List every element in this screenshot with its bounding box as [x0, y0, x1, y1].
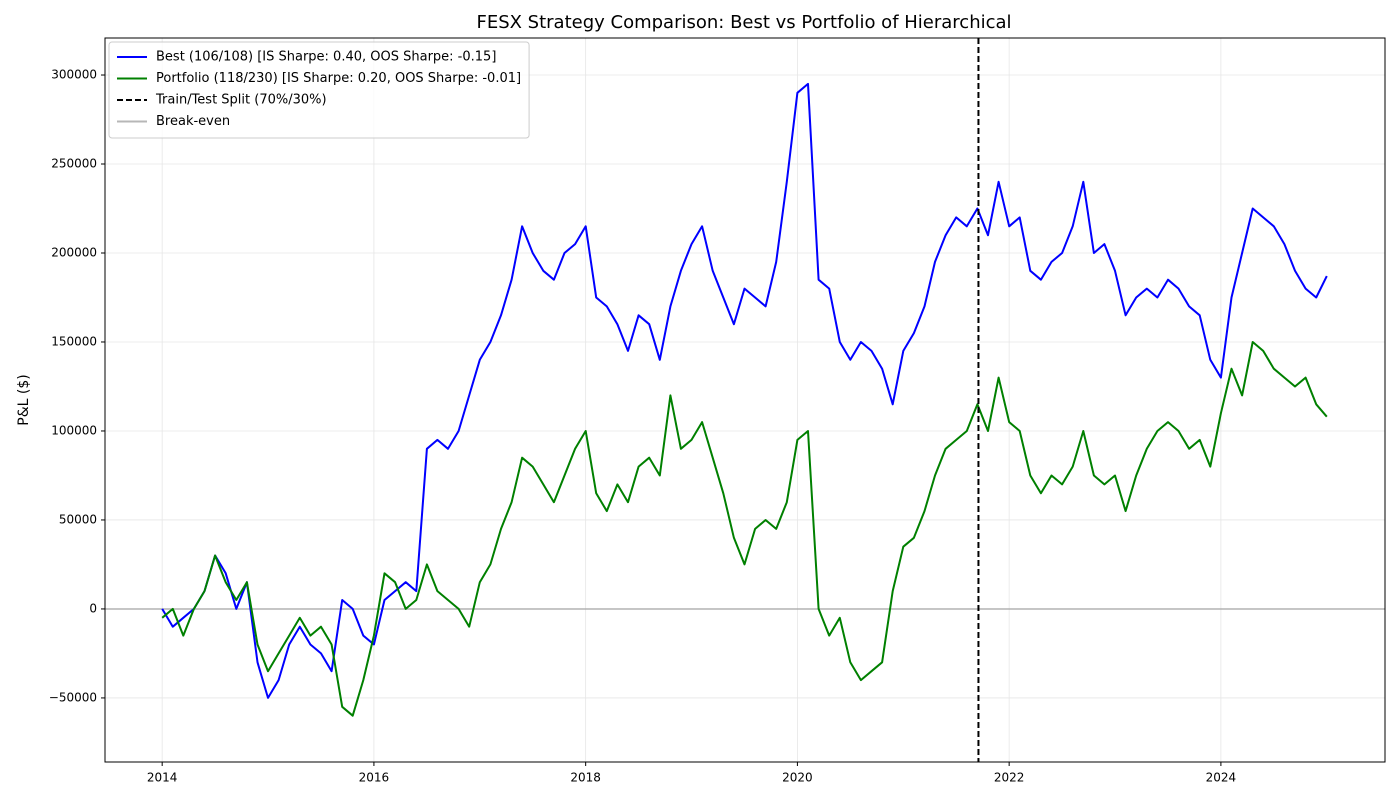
x-tick-label: 2024	[1206, 771, 1237, 785]
y-tick-label: 150000	[51, 334, 97, 348]
legend-label: Train/Test Split (70%/30%)	[155, 93, 327, 108]
x-tick-label: 2020	[782, 771, 813, 785]
legend-label: Best (106/108) [IS Sharpe: 0.40, OOS Sha…	[156, 50, 496, 65]
y-tick-label: 0	[89, 601, 97, 615]
y-tick-label: 200000	[51, 245, 97, 259]
y-axis-label: P&L ($)	[16, 374, 32, 425]
legend-label: Portfolio (118/230) [IS Sharpe: 0.20, OO…	[156, 71, 521, 86]
plot-frame	[104, 37, 1386, 763]
x-tick-label: 2016	[359, 771, 390, 785]
chart-title: FESX Strategy Comparison: Best vs Portfo…	[476, 12, 1011, 33]
series-line	[161, 341, 1328, 717]
x-tick-label: 2022	[994, 771, 1025, 785]
y-tick-label: 300000	[51, 68, 97, 82]
y-tick-label: 50000	[59, 512, 97, 526]
y-tick-label: 100000	[51, 423, 97, 437]
legend: Best (106/108) [IS Sharpe: 0.40, OOS Sha…	[108, 41, 530, 139]
series-line	[161, 82, 1328, 699]
y-tick-label: 250000	[51, 157, 97, 171]
y-tick-label: −50000	[49, 690, 97, 704]
x-tick-label: 2014	[147, 771, 178, 785]
x-tick-label: 2018	[570, 771, 601, 785]
legend-label: Break-even	[156, 114, 230, 129]
legend-box	[108, 41, 530, 139]
